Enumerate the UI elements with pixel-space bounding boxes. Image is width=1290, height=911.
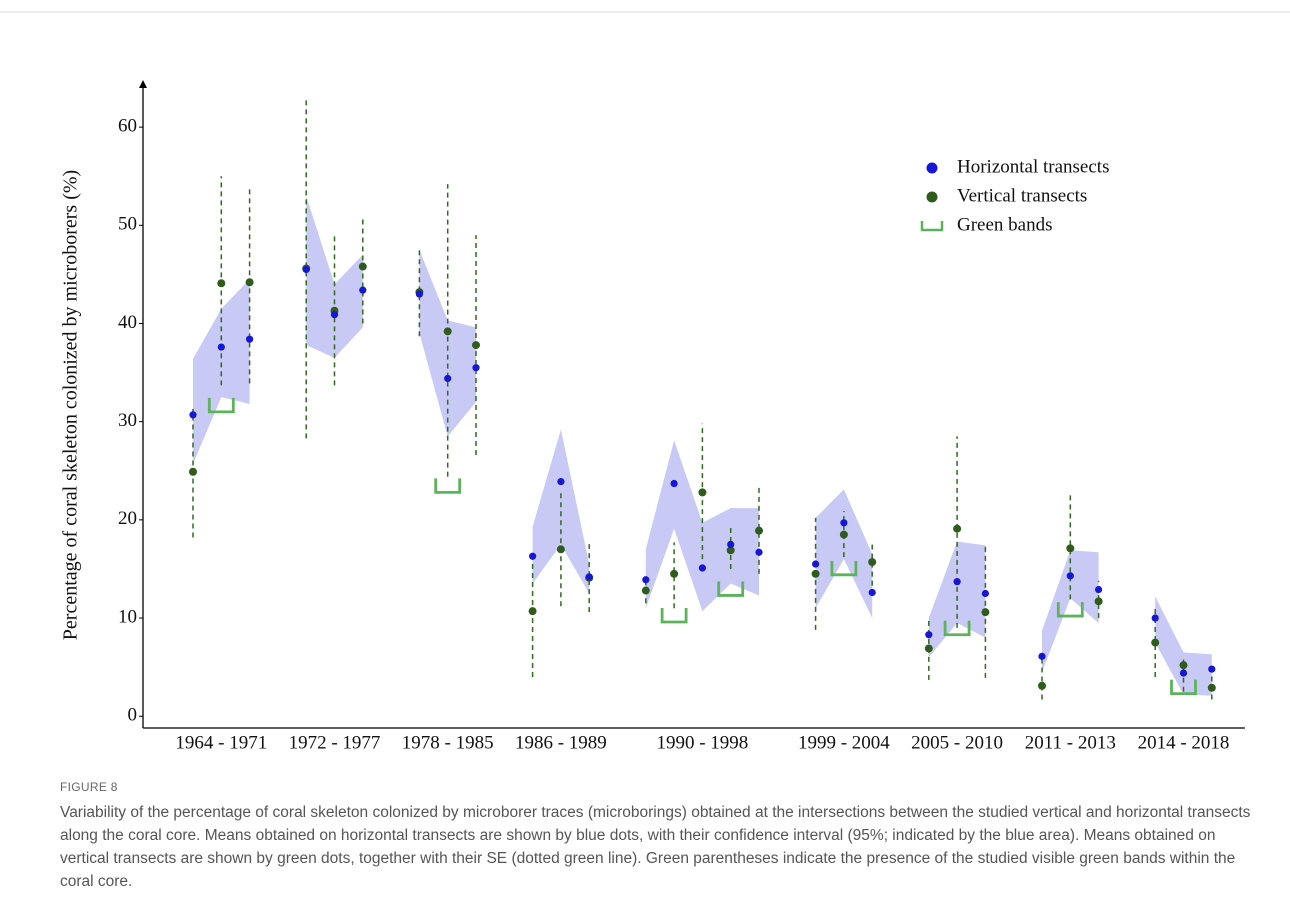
x-tick-label: 1964 - 1971: [175, 732, 267, 753]
horizontal-point: [529, 552, 537, 560]
ci-layer: [193, 195, 1212, 696]
figure-label: FIGURE 8: [60, 780, 118, 794]
vertical-point: [811, 569, 820, 578]
vertical-point: [1151, 638, 1160, 647]
x-tick-label: 1972 - 1977: [289, 732, 381, 753]
horizontal-point: [246, 335, 254, 343]
legend-marker: [920, 221, 944, 232]
vertical-point: [726, 546, 735, 555]
green-band: [1170, 679, 1197, 696]
x-tick-label: 1978 - 1985: [402, 732, 494, 753]
legend-label: Green bands: [957, 214, 1053, 235]
vertical-point: [670, 569, 679, 578]
vertical-point: [755, 526, 763, 535]
y-tick-label: 40: [118, 312, 137, 333]
vertical-point: [1094, 597, 1103, 606]
horizontal-point: [1066, 572, 1074, 580]
x-tick-label: 2011 - 2013: [1025, 732, 1116, 753]
vertical-point: [556, 545, 565, 554]
horizontal-point: [444, 374, 452, 383]
ci-area: [1155, 596, 1212, 696]
vertical-point: [1207, 683, 1216, 692]
horizontal-point: [670, 479, 678, 488]
green-band: [717, 581, 745, 597]
x-tick-label: 2014 - 2018: [1138, 732, 1230, 753]
x-tick-label: 1990 - 1998: [656, 732, 748, 753]
legend-label: Vertical transects: [957, 185, 1087, 206]
vertical-point: [443, 327, 452, 336]
horizontal-point: [698, 564, 707, 572]
green-band: [830, 560, 858, 577]
horizontal-point: [925, 631, 933, 639]
horizontal-point: [812, 560, 820, 568]
y-tick-label: 50: [118, 214, 137, 235]
y-tick-label: 60: [118, 115, 137, 136]
ci-area: [1042, 550, 1099, 673]
legend-label: Horizontal transects: [957, 156, 1109, 177]
caption: Variability of the percentage of coral s…: [60, 804, 1251, 890]
green-band: [660, 607, 688, 624]
horizontal-point: [217, 343, 225, 351]
vertical-point: [641, 586, 650, 595]
horizontal-point: [868, 588, 876, 597]
horizontal-point: [302, 265, 310, 274]
vertical-point: [1038, 681, 1046, 690]
vertical-point: [1066, 544, 1075, 553]
y-axis-label: Percentage of coral skeleton colonized b…: [60, 170, 82, 640]
caption-block: FIGURE 8 Variability of the percentage o…: [60, 776, 1260, 893]
vertical-point: [1179, 661, 1188, 670]
horizontal-point: [981, 589, 990, 598]
horizontal-point: [1038, 652, 1046, 660]
y-axis-arrow: [139, 80, 147, 88]
green-band: [434, 478, 462, 494]
horizontal-point: [415, 290, 423, 298]
horizontal-point: [557, 477, 565, 486]
band-layer: [207, 397, 1197, 696]
vertical-point: [528, 607, 537, 616]
green-band: [943, 620, 971, 637]
vertical-point: [358, 262, 367, 271]
x-tick-label: 2005 - 2010: [911, 732, 1003, 753]
vertical-point: [924, 644, 933, 653]
y-tick-label: 10: [118, 606, 137, 627]
y-tick-label: 20: [118, 508, 137, 529]
y-tick-label: 0: [128, 705, 138, 726]
point-layer: [189, 262, 1216, 692]
vertical-point: [953, 524, 962, 533]
green-band: [1056, 602, 1084, 618]
horizontal-point: [472, 364, 480, 372]
horizontal-point: [1179, 669, 1188, 677]
vertical-point: [698, 488, 707, 497]
y-tick-label: 30: [118, 410, 137, 431]
vertical-point: [217, 279, 226, 288]
horizontal-point: [330, 311, 339, 319]
chart: Percentage of coral skeleton colonized b…: [0, 11, 1290, 753]
x-tick-label: 1986 - 1989: [515, 732, 607, 753]
vertical-point: [868, 558, 877, 567]
vertical-point: [472, 341, 480, 350]
legend-marker: [926, 191, 938, 203]
horizontal-point: [1095, 585, 1103, 594]
horizontal-point: [359, 286, 367, 294]
x-tick-label: 1999 - 2004: [798, 732, 890, 753]
ci-area: [306, 195, 363, 358]
horizontal-point: [642, 576, 650, 584]
horizontal-point: [755, 548, 763, 556]
horizontal-point: [840, 519, 848, 527]
vertical-point: [981, 608, 990, 617]
horizontal-point: [953, 578, 961, 586]
horizontal-point: [1208, 665, 1216, 673]
vertical-point: [245, 278, 254, 287]
horizontal-point: [1151, 614, 1159, 622]
green-band: [207, 397, 235, 414]
horizontal-point: [727, 540, 735, 549]
horizontal-point: [585, 573, 593, 581]
vertical-point: [839, 530, 848, 539]
legend-marker: [926, 162, 938, 174]
horizontal-point: [189, 411, 197, 419]
ci-area: [419, 249, 476, 437]
vertical-point: [189, 467, 197, 476]
